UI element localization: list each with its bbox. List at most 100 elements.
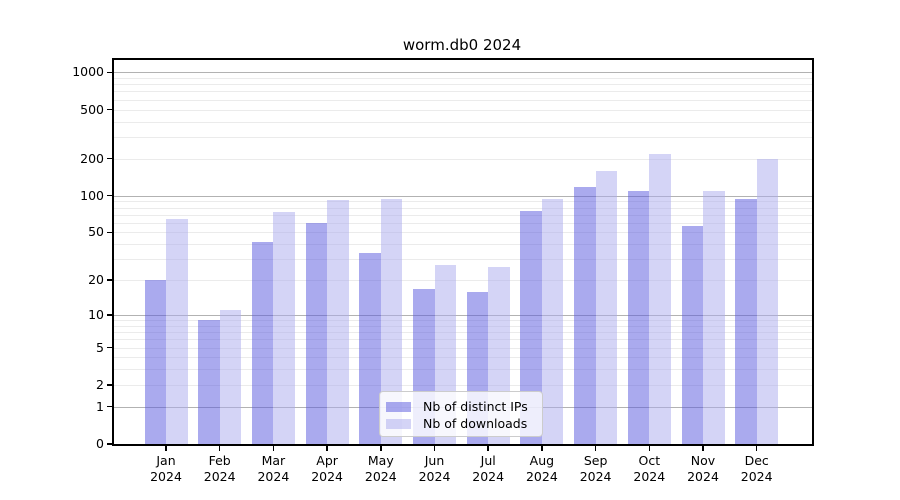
gridline-minor: [114, 84, 812, 86]
x-tick-label: Mar 2024: [238, 453, 308, 485]
bar-nb-of-downloads-nov: [703, 190, 725, 444]
y-tick-mark: [107, 231, 112, 234]
y-tick-mark: [107, 108, 112, 111]
bar-nb-of-downloads-dec: [756, 159, 779, 444]
gridline-minor: [114, 207, 812, 209]
x-tick-mark: [433, 446, 436, 451]
x-tick-year: 2024: [418, 469, 451, 484]
y-tick-label: 1: [96, 398, 104, 414]
x-tick-mark: [165, 446, 167, 451]
bar-nb-of-distinct-ips-oct: [627, 190, 650, 444]
x-tick-month: Apr: [316, 453, 338, 468]
x-tick-month: Nov: [690, 453, 716, 468]
bar-nb-of-downloads-oct: [649, 154, 671, 444]
x-tick-month: Jan: [156, 453, 176, 468]
gridline-minor: [114, 222, 812, 224]
x-tick-label: Feb 2024: [185, 453, 255, 485]
y-tick-mark: [107, 279, 112, 281]
gridline-minor: [114, 259, 812, 261]
gridline-minor: [114, 357, 812, 359]
gridline-minor: [114, 136, 812, 138]
plot-area: Nb of distinct IPs Nb of downloads: [112, 58, 814, 446]
y-tick-label: 50: [88, 224, 104, 240]
x-tick-label: Jan 2024: [131, 453, 201, 485]
bar-nb-of-distinct-ips-mar: [251, 241, 274, 444]
bar-nb-of-downloads-jan: [166, 218, 188, 444]
x-tick-year: 2024: [633, 469, 666, 484]
y-tick-label: 0: [96, 436, 104, 451]
bar-nb-of-downloads-apr: [327, 200, 349, 444]
legend-label-downloads: Nb of downloads: [423, 416, 528, 431]
bar-nb-of-downloads-aug: [541, 199, 564, 444]
x-tick-label: Jun 2024: [400, 453, 470, 485]
x-tick-mark: [594, 446, 597, 451]
legend: Nb of distinct IPs Nb of downloads: [379, 391, 543, 437]
x-tick-month: Sep: [583, 453, 608, 468]
gridline-minor: [114, 214, 812, 216]
x-tick-label: Sep 2024: [561, 453, 631, 485]
gridline-minor: [114, 384, 812, 386]
gridline-minor: [114, 347, 812, 349]
y-tick-mark: [107, 384, 112, 386]
x-tick-year: 2024: [364, 469, 397, 484]
bar-nb-of-downloads-may: [380, 199, 403, 444]
x-tick-month: Aug: [529, 453, 555, 468]
gridline-minor: [114, 109, 812, 111]
bar-nb-of-distinct-ips-sep: [574, 186, 596, 444]
x-tick-mark: [487, 446, 489, 451]
x-tick-label: Jul 2024: [453, 453, 523, 485]
x-tick-year: 2024: [740, 469, 773, 484]
x-tick-year: 2024: [687, 469, 719, 484]
y-tick-label: 10: [88, 307, 104, 322]
gridline-major: [114, 315, 812, 316]
x-tick-label: May 2024: [346, 453, 416, 485]
y-tick-label: 1000: [72, 64, 104, 80]
x-tick-label: Nov 2024: [668, 453, 738, 485]
bar-nb-of-downloads-mar: [273, 212, 295, 444]
bar-nb-of-distinct-ips-dec: [735, 199, 757, 444]
x-tick-month: Dec: [744, 453, 769, 468]
x-tick-month: Feb: [208, 453, 231, 468]
gridline-major: [114, 72, 812, 74]
x-tick-mark: [755, 446, 758, 451]
gridline-minor: [114, 320, 812, 322]
x-tick-mark: [326, 446, 328, 451]
y-tick-mark: [107, 71, 112, 74]
legend-swatch-distinct-ips: [386, 401, 411, 412]
x-tick-mark: [380, 446, 382, 451]
bars: [114, 60, 812, 444]
bar-nb-of-downloads-feb: [219, 310, 242, 444]
x-tick-label: Aug 2024: [507, 453, 577, 485]
x-tick-year: 2024: [472, 469, 505, 484]
y-tick-mark: [107, 157, 112, 160]
y-tick-label: 20: [88, 272, 104, 288]
y-tick-label: 500: [80, 101, 104, 117]
x-tick-mark: [272, 446, 275, 451]
legend-row-downloads: Nb of downloads: [386, 415, 534, 432]
x-tick-mark: [541, 446, 543, 451]
gridline-minor: [114, 325, 812, 327]
x-tick-month: Jul: [480, 453, 496, 468]
gridline-minor: [114, 121, 812, 123]
x-tick-mark: [648, 446, 651, 451]
x-tick-label: Oct 2024: [614, 453, 684, 485]
legend-row-distinct-ips: Nb of distinct IPs: [386, 398, 534, 415]
gridline-minor: [114, 339, 812, 341]
gridline-major: [114, 195, 812, 197]
gridline-minor: [114, 244, 812, 246]
x-tick-year: 2024: [150, 469, 182, 484]
y-tick-mark: [107, 443, 112, 445]
x-tick-label: Dec 2024: [722, 453, 792, 485]
bar-nb-of-distinct-ips-aug: [520, 211, 542, 444]
x-tick-month: Mar: [261, 453, 286, 468]
gridline-minor: [114, 232, 812, 234]
x-tick-mark: [702, 446, 704, 451]
gridline-minor: [114, 91, 812, 93]
legend-label-distinct-ips: Nb of distinct IPs: [423, 399, 528, 414]
gridline-minor: [114, 158, 812, 160]
gridline-minor: [114, 332, 812, 334]
chart-title: worm.db0 2024: [402, 36, 522, 54]
x-tick-year: 2024: [579, 469, 612, 484]
y-tick-mark: [107, 405, 112, 408]
